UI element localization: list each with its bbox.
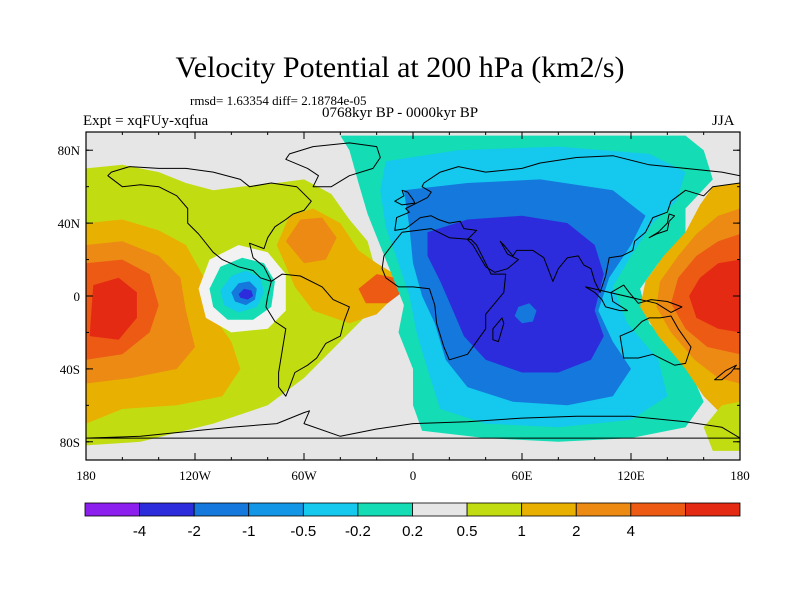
west-pacific-positive-core-3 [689, 259, 740, 333]
indonesia-coastline [585, 284, 683, 313]
axis-ticks: 180 120W 60W 0 60E 120E 180 80N 40N 0 40S 80S [58, 132, 750, 483]
y-tick-label: 80S [60, 435, 80, 450]
colorbar-swatch [685, 502, 741, 517]
colorbar: -4 -2 -1 -0.5 -0.2 0.2 0.5 1 2 4 [84, 502, 741, 540]
season-label: JJA [712, 113, 735, 129]
colorbar-swatch [302, 502, 359, 517]
colorbar-label: 4 [627, 523, 635, 540]
experiment-label: Expt = xqFUy-xqfua [83, 113, 209, 129]
figure-title: Velocity Potential at 200 hPa (km2/s) [175, 51, 625, 84]
madagascar-coastline [492, 317, 505, 343]
australia-coastline [619, 315, 692, 366]
colorbar-swatch [412, 502, 468, 517]
y-tick-label: 80N [58, 143, 81, 158]
east-pacific-negative-core [238, 288, 254, 300]
indian-ocean-minimum-marker [514, 303, 537, 324]
colorbar-label: -1 [242, 523, 255, 540]
colorbar-swatch [521, 502, 577, 517]
eurasia-coastline [394, 155, 740, 293]
colorbar-swatch [193, 502, 250, 517]
colorbar-label: -0.2 [345, 523, 371, 540]
colorbar-swatch [248, 502, 304, 517]
colorbar-label: -4 [133, 523, 146, 540]
colorbar-label: -0.5 [290, 523, 316, 540]
colorbar-label: 1 [518, 523, 526, 540]
north-america-coastline [107, 166, 312, 282]
japan-coastline [648, 213, 676, 239]
colorbar-swatch [466, 502, 523, 517]
x-tick-label: 180 [730, 468, 750, 483]
x-tick-label: 120W [179, 468, 212, 483]
colorbar-swatch [357, 502, 413, 517]
colorbar-swatch [139, 502, 195, 517]
antarctica-coastline [86, 410, 740, 439]
stats-line: rmsd= 1.63354 diff= 2.18784e-05 [190, 93, 367, 108]
x-tick-label: 60E [512, 468, 533, 483]
period-line: 0768kyr BP - 0000kyr BP [322, 105, 479, 121]
old-world-negative-core [427, 215, 604, 373]
colorbar-label: -2 [188, 523, 201, 540]
colorbar-swatch [630, 502, 686, 517]
colorbar-label: 0.5 [457, 523, 478, 540]
y-tick-label: 0 [74, 289, 81, 304]
british-isles-coastline [394, 189, 416, 206]
colorbar-label: 2 [572, 523, 580, 540]
y-tick-label: 40S [60, 362, 80, 377]
colorbar-label: 0.2 [402, 523, 423, 540]
y-tick-label: 40N [58, 216, 81, 231]
colorbar-swatch [575, 502, 632, 517]
coastline-layer [86, 142, 740, 439]
south-america-coastline [265, 273, 350, 397]
greenland-coastline [285, 142, 381, 188]
x-tick-label: 120E [617, 468, 645, 483]
pacific-positive-core-4 [89, 277, 137, 340]
africa-coastline [381, 228, 507, 361]
x-tick-label: 180 [76, 468, 96, 483]
colorbar-swatch [84, 502, 140, 517]
x-tick-label: 0 [410, 468, 417, 483]
contour-fill-layer [86, 135, 740, 451]
x-tick-label: 60W [291, 468, 317, 483]
atlantic-positive-core-1 [285, 217, 337, 264]
